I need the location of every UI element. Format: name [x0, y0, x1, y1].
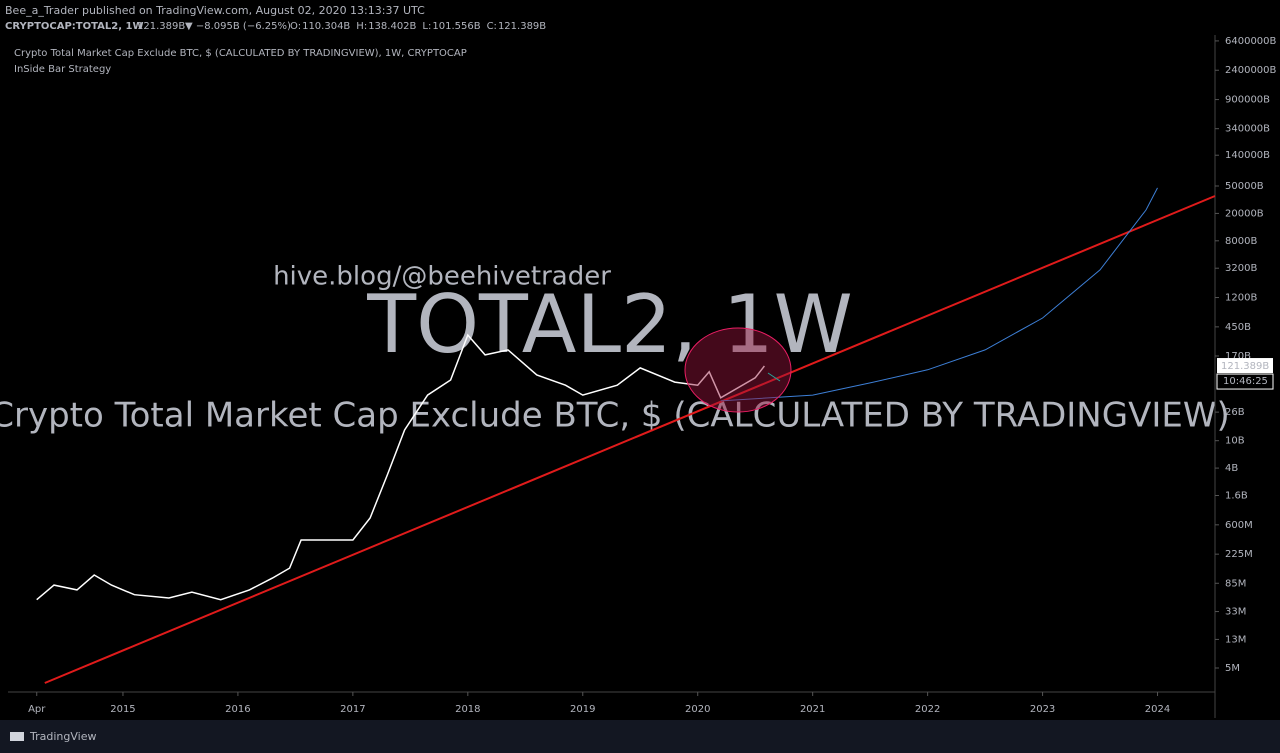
x-tick-label: Apr — [28, 704, 46, 715]
price-tag-label: 121.389B — [1221, 361, 1269, 372]
symbol: CRYPTOCAP:TOTAL2, 1W — [5, 21, 144, 32]
ohlc-value: 110.304B — [302, 21, 350, 32]
y-tick-label: 2400000B — [1225, 65, 1277, 76]
y-tick-label: 8000B — [1225, 236, 1257, 247]
y-tick-label: 450B — [1225, 322, 1251, 333]
watermark: hive.blog/@beehivetrader — [273, 262, 611, 292]
y-tick-label: 26B — [1225, 407, 1245, 418]
series-line — [36, 333, 765, 601]
x-tick-label: 2019 — [570, 704, 595, 715]
y-tick-label: 5M — [1225, 663, 1240, 674]
series-line — [44, 195, 1216, 684]
footer-bar — [0, 720, 1280, 753]
price: 121.389B — [137, 21, 185, 32]
y-tick-label: 170B — [1225, 351, 1251, 362]
countdown-label: 10:46:25 — [1223, 376, 1268, 387]
y-tick-label: 140000B — [1225, 150, 1270, 161]
x-tick-label: 2015 — [110, 704, 135, 715]
watermark-symbol: TOTAL2, 1W — [366, 278, 853, 371]
watermark-description: Crypto Total Market Cap Exclude BTC, $ (… — [0, 396, 1230, 436]
ohlc-label: O: — [290, 21, 301, 32]
plot — [36, 187, 1216, 684]
ohlc-label: C: — [487, 21, 497, 32]
y-tick-label: 33M — [1225, 607, 1246, 618]
change: ▼ −8.095B (−6.25%) — [185, 21, 291, 32]
y-tick-label: 600M — [1225, 520, 1253, 531]
ohlc: O: 110.304B H: 138.402B L: 101.556B C: 121.389B — [290, 21, 546, 32]
y-tick-label: 10B — [1225, 436, 1245, 447]
series-line — [720, 187, 1158, 402]
y-tick-label: 340000B — [1225, 124, 1270, 135]
y-tick-label: 6400000B — [1225, 36, 1277, 47]
y-tick-label: 1.6B — [1225, 490, 1248, 501]
y-tick-label: 3200B — [1225, 263, 1257, 274]
price-tag — [1217, 358, 1273, 374]
y-tick-label: 85M — [1225, 578, 1246, 589]
x-tick-label: 2023 — [1030, 704, 1055, 715]
y-tick-label: 4B — [1225, 463, 1238, 474]
x-tick-label: 2024 — [1145, 704, 1170, 715]
x-tick-label: 2021 — [800, 704, 825, 715]
x-tick-label: 2022 — [915, 704, 940, 715]
brand-logo — [10, 732, 24, 741]
x-tick-label: 2017 — [340, 704, 365, 715]
countdown-tag — [1216, 373, 1274, 390]
y-tick-label: 13M — [1225, 634, 1246, 645]
y-tick-label: 50000B — [1225, 181, 1264, 192]
ohlc-value: 101.556B — [432, 21, 480, 32]
highlight-circle — [684, 327, 792, 413]
brand: TradingView — [29, 730, 96, 743]
publisher: Bee_a_Trader published on TradingView.co… — [5, 4, 425, 17]
ohlc-value: 121.389B — [498, 21, 546, 32]
ohlc-label: L: — [422, 21, 431, 32]
y-tick-label: 1200B — [1225, 293, 1257, 304]
x-tick-label: 2020 — [685, 704, 710, 715]
arrow — [767, 372, 781, 382]
y-tick-label: 20000B — [1225, 208, 1264, 219]
x-tick-label: 2018 — [455, 704, 480, 715]
chart-title: Crypto Total Market Cap Exclude BTC, $ (… — [14, 48, 467, 59]
y-tick-label: 900000B — [1225, 95, 1270, 106]
subtitle: InSide Bar Strategy — [14, 64, 111, 75]
ohlc-label: H: — [356, 21, 367, 32]
x-tick-label: 2016 — [225, 704, 250, 715]
ohlc-value: 138.402B — [368, 21, 416, 32]
y-tick-label: 225M — [1225, 549, 1253, 560]
